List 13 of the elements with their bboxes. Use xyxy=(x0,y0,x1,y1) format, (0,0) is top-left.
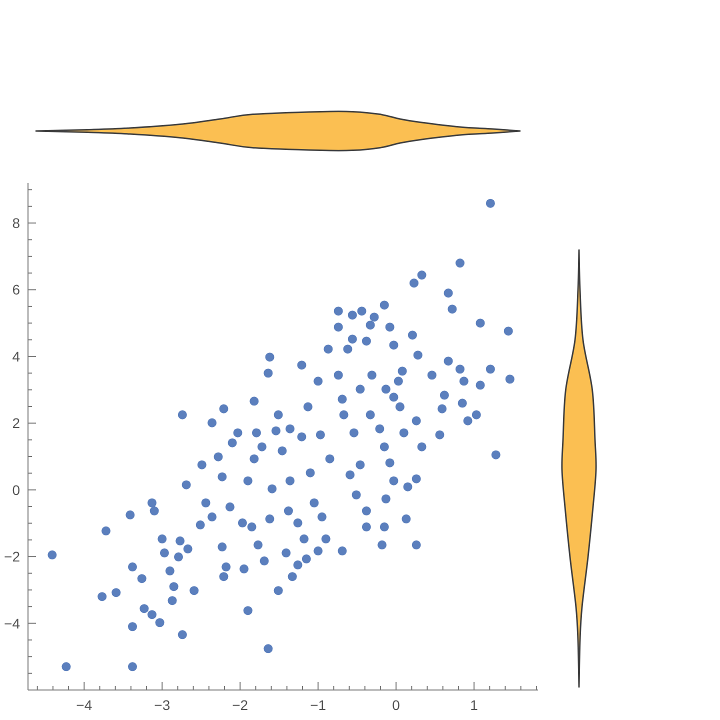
x-tick-label: 0 xyxy=(392,697,400,713)
x-tick-label: −3 xyxy=(154,697,170,713)
y-tick-label: 4 xyxy=(12,348,20,364)
y-tick-label: −4 xyxy=(4,615,20,632)
x-tick-label: −2 xyxy=(232,697,248,713)
x-tick-label: −4 xyxy=(76,697,92,713)
x-tick-label: 1 xyxy=(470,697,478,713)
y-tick-label: −2 xyxy=(4,548,20,565)
y-tick-label: 0 xyxy=(12,482,20,498)
y-tick-label: 8 xyxy=(12,215,20,232)
y-tick-label: 6 xyxy=(12,282,20,298)
x-tick-label: −1 xyxy=(310,697,326,713)
y-tick-label: 2 xyxy=(12,415,20,432)
